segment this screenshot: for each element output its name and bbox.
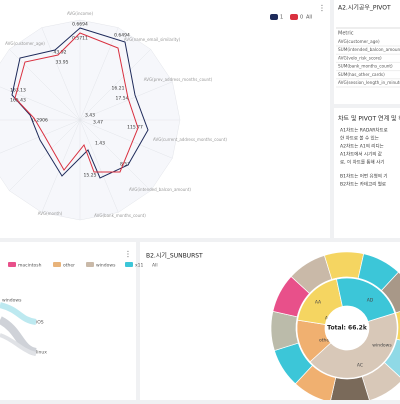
- data-label: 15.25: [84, 173, 97, 179]
- note-line: A1차트에서 시기의 값: [340, 151, 382, 158]
- radar-axis-label: AVG(prev_address_months_count): [144, 77, 213, 82]
- note-line: B2차트는 카테고리 별로: [340, 181, 386, 188]
- radar-axis-label: AVG(customer_age): [5, 41, 45, 46]
- legend-label[interactable]: other: [63, 263, 75, 269]
- table-cell: AVG(velo_risk_score): [338, 55, 382, 60]
- radar-axis-label: AVG(income): [67, 11, 94, 16]
- radar-axis-label: AVG(bank_months_count): [94, 213, 146, 218]
- data-label: 1.43: [95, 141, 105, 147]
- legend-swatch: [8, 262, 16, 267]
- data-label: 0.6694: [72, 22, 88, 28]
- menu-icon[interactable]: ⋮: [124, 250, 132, 259]
- note-line: 한 차트로 볼 수 있는: [340, 135, 379, 142]
- radar-axis-label: AVG(month): [38, 211, 63, 216]
- radar-axis-label: AVG(intended_balcon_amount): [129, 187, 191, 192]
- segment-label: windows: [372, 343, 392, 349]
- data-label: 0.6494: [114, 33, 130, 39]
- data-label: 3.43: [85, 113, 95, 119]
- legend-swatch: [290, 14, 298, 20]
- sunburst-total: Total: 66.2k: [327, 325, 368, 332]
- table-cell: AVG(session_length_in_minutes): [338, 80, 400, 85]
- data-label: 115.77: [127, 125, 143, 131]
- segment-label: AD: [367, 298, 374, 304]
- table-cell: AVG(customer_age): [338, 39, 380, 44]
- data-label: 3.47: [93, 120, 103, 126]
- node-label: iOS: [36, 320, 44, 326]
- note-line: A1차트는 RADAR차트로: [340, 127, 388, 134]
- note-line: A2차트는 A1의 리디는: [340, 143, 384, 150]
- legend-swatch: [125, 262, 133, 267]
- node-label: linux: [36, 350, 47, 356]
- legend-swatch: [270, 14, 278, 20]
- table-cell: SUM(intended_balcon_amount): [338, 47, 400, 52]
- panel-title: A2.시기공우_PIVOT: [338, 4, 391, 12]
- data-label: 17.54: [116, 96, 129, 102]
- legend-label[interactable]: All: [152, 263, 158, 269]
- sunburst-segment: [271, 311, 298, 350]
- note-line: B1차트는 어떤 유형의 기: [340, 173, 388, 180]
- data-label: 33.95: [56, 60, 69, 66]
- panel-title: B2.시기_SUNBURST: [146, 252, 203, 260]
- node-label: windows: [2, 298, 22, 304]
- radar-axis-label: AVG(name_email_similarity): [124, 37, 181, 42]
- table-cell: SUM(has_other_cards): [338, 72, 385, 77]
- legend-swatch: [53, 262, 61, 267]
- menu-icon[interactable]: ⋮: [318, 4, 326, 13]
- legend-label[interactable]: All: [306, 15, 312, 21]
- legend-label[interactable]: x11: [135, 263, 144, 269]
- data-label: 16.21: [112, 86, 125, 92]
- data-label: 165.43: [10, 98, 26, 104]
- radar-axis-label: AVG(current_address_months_count): [153, 137, 227, 142]
- segment-label: AA: [315, 300, 322, 306]
- notes-panel: [334, 108, 400, 238]
- legend-label[interactable]: windows: [96, 263, 116, 269]
- table-header: Metric: [338, 31, 354, 37]
- legend-swatch: [86, 262, 94, 267]
- legend-label[interactable]: 1: [280, 15, 283, 21]
- segment-label: AC: [357, 363, 363, 369]
- legend-label[interactable]: 0: [300, 15, 303, 21]
- panel-title: 차트 및 PIVOT 연계 및 해: [338, 115, 400, 123]
- table-cell: SUM(bank_months_count): [338, 64, 393, 69]
- legend-label[interactable]: macintosh: [18, 263, 42, 269]
- sunburst-segment: [324, 252, 363, 279]
- note-line: 로, 이 차트를 통해 사기: [340, 159, 384, 166]
